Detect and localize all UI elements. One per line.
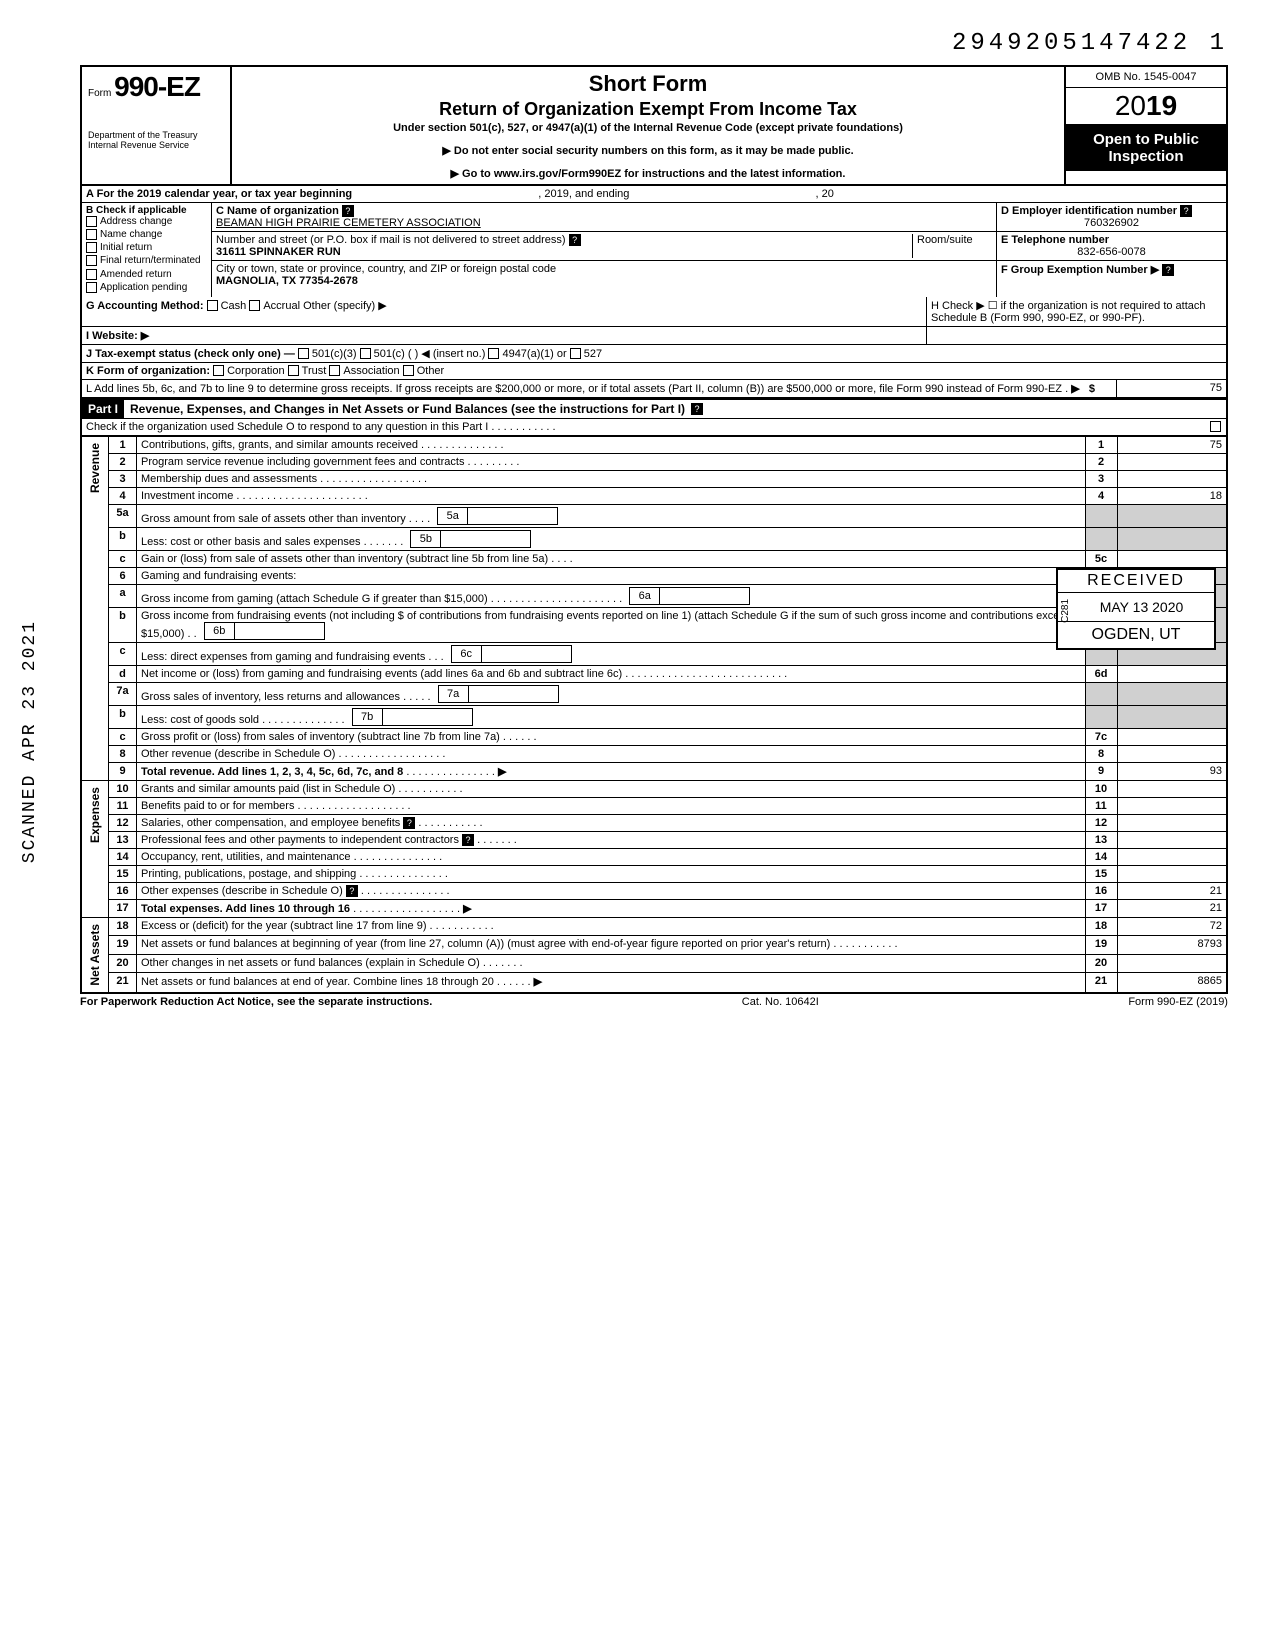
- chk-schedule-o[interactable]: [1210, 421, 1221, 432]
- form-number: Form 990-EZ: [88, 71, 224, 103]
- line-i: I Website: ▶: [82, 327, 926, 344]
- chk-final-return[interactable]: Final return/terminated: [86, 255, 207, 266]
- chk-accrual[interactable]: [249, 300, 260, 311]
- omb-number: OMB No. 1545-0047: [1066, 67, 1226, 88]
- part1-check: Check if the organization used Schedule …: [82, 419, 1206, 435]
- line-j: J Tax-exempt status (check only one) — 5…: [82, 345, 1226, 362]
- received-stamp: RECEIVED C281MAY 13 2020 OGDEN, UT: [1056, 568, 1216, 650]
- chk-assoc[interactable]: [329, 365, 340, 376]
- chk-trust[interactable]: [288, 365, 299, 376]
- chk-corp[interactable]: [213, 365, 224, 376]
- chk-cash[interactable]: [207, 300, 218, 311]
- line-l-amount: 75: [1116, 380, 1226, 397]
- group-exemption: F Group Exemption Number ▶: [1001, 264, 1159, 276]
- chk-other[interactable]: [403, 365, 414, 376]
- chk-name-change[interactable]: Name change: [86, 229, 207, 240]
- department: Department of the Treasury Internal Reve…: [88, 131, 224, 151]
- expenses-label: Expenses: [86, 783, 104, 847]
- part1-header: Part I Revenue, Expenses, and Changes in…: [80, 399, 1228, 419]
- tax-year: 2019: [1066, 88, 1226, 125]
- section-c: C Name of organization ? BEAMAN HIGH PRA…: [212, 203, 996, 297]
- form-header: Form 990-EZ Department of the Treasury I…: [80, 65, 1228, 186]
- scanned-stamp: SCANNED APR 23 2021: [20, 620, 40, 863]
- city-state-zip: MAGNOLIA, TX 77354-2678: [216, 275, 358, 287]
- note-ssn: ▶ Do not enter social security numbers o…: [240, 144, 1056, 157]
- title-return: Return of Organization Exempt From Incom…: [240, 99, 1056, 120]
- chk-app-pending[interactable]: Application pending: [86, 282, 207, 293]
- open-to-public: Open to Public Inspection: [1066, 125, 1226, 171]
- ein: 760326902: [1001, 217, 1222, 229]
- section-def: D Employer identification number ? 76032…: [996, 203, 1226, 297]
- chk-amended[interactable]: Amended return: [86, 269, 207, 280]
- section-b: B Check if applicable Address change Nam…: [82, 203, 212, 297]
- chk-501c3[interactable]: [298, 348, 309, 359]
- line-g: G Accounting Method: Cash Accrual Other …: [82, 297, 926, 326]
- line-l: L Add lines 5b, 6c, and 7b to line 9 to …: [82, 380, 1116, 397]
- line-a: A For the 2019 calendar year, or tax yea…: [82, 186, 1226, 202]
- street-address: 31611 SPINNAKER RUN: [216, 246, 341, 258]
- page-footer: For Paperwork Reduction Act Notice, see …: [80, 996, 1228, 1008]
- org-name: BEAMAN HIGH PRAIRIE CEMETERY ASSOCIATION: [216, 217, 481, 229]
- chk-527[interactable]: [570, 348, 581, 359]
- room-suite: Room/suite: [912, 234, 992, 258]
- chk-address-change[interactable]: Address change: [86, 216, 207, 227]
- revenue-label: Revenue: [86, 439, 104, 497]
- line-h: H Check ▶ ☐ if the organization is not r…: [926, 297, 1226, 326]
- entity-block: B Check if applicable Address change Nam…: [80, 203, 1228, 297]
- telephone: 832-656-0078: [1001, 246, 1222, 258]
- document-locator-number: 2949205147422 1: [80, 30, 1228, 57]
- chk-501c[interactable]: [360, 348, 371, 359]
- part1-table: Revenue 1Contributions, gifts, grants, a…: [80, 436, 1228, 994]
- chk-initial-return[interactable]: Initial return: [86, 242, 207, 253]
- line-k: K Form of organization: Corporation Trus…: [82, 363, 1226, 379]
- netassets-label: Net Assets: [86, 920, 104, 990]
- subtitle: Under section 501(c), 527, or 4947(a)(1)…: [240, 122, 1056, 134]
- title-short-form: Short Form: [240, 71, 1056, 97]
- chk-4947[interactable]: [488, 348, 499, 359]
- note-url: ▶ Go to www.irs.gov/Form990EZ for instru…: [240, 167, 1056, 180]
